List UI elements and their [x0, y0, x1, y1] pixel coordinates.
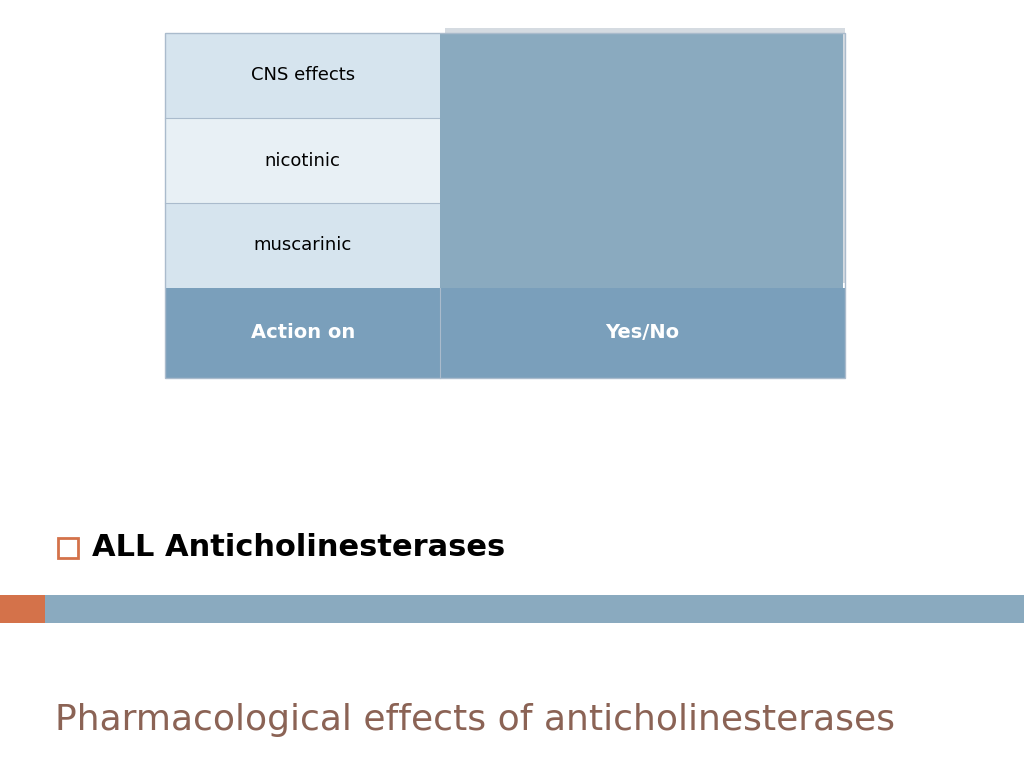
Bar: [165, 33, 440, 118]
Bar: [165, 33, 845, 378]
Text: ALL Anticholinesterases: ALL Anticholinesterases: [92, 534, 505, 562]
Text: CNS effects: CNS effects: [251, 67, 354, 84]
Bar: [58, 538, 78, 558]
Text: nicotinic: nicotinic: [265, 151, 341, 170]
Text: Action on: Action on: [251, 323, 355, 343]
Bar: [440, 33, 843, 288]
Text: muscarinic: muscarinic: [254, 237, 352, 254]
Text: Pharmacological effects of anticholinesterases: Pharmacological effects of anticholinest…: [55, 703, 895, 737]
Bar: [445, 28, 845, 283]
Bar: [165, 288, 440, 378]
Bar: [165, 118, 440, 203]
Bar: [45, 595, 1024, 623]
Text: Yes/No: Yes/No: [605, 323, 680, 343]
Bar: [440, 288, 845, 378]
Bar: [165, 203, 440, 288]
Bar: [0, 595, 45, 623]
